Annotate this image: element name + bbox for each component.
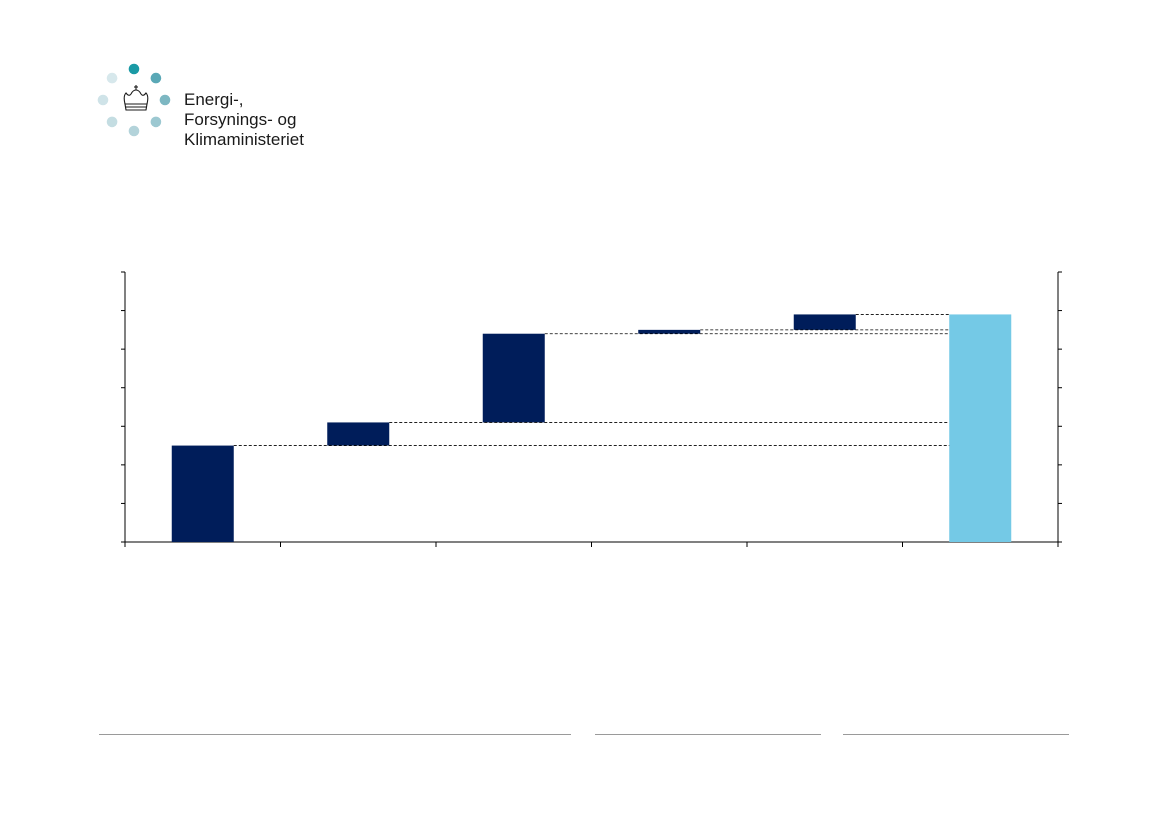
- logo-dot: [106, 116, 118, 128]
- logo-dot: [159, 94, 171, 106]
- logo-dot: [128, 63, 140, 75]
- total-bar: [171, 445, 234, 542]
- crown-icon: [123, 85, 149, 111]
- logo-dot: [128, 125, 140, 137]
- ministry-name-line-1: Energi-,: [184, 90, 244, 109]
- logo-dot: [150, 116, 162, 128]
- increase-bar: [327, 422, 390, 446]
- ministry-name-line-2: Forsynings- og: [184, 110, 297, 129]
- footer-rule-right: [843, 734, 1069, 735]
- increase-bar: [482, 333, 545, 423]
- logo-dot: [97, 94, 109, 106]
- ministry-name: Energi-, Forsynings- og Klimaministeriet: [184, 90, 304, 150]
- ministry-name-line-3: Klimaministeriet: [184, 130, 304, 149]
- footer-rule-middle: [595, 734, 821, 735]
- footer-rule-left: [99, 734, 571, 735]
- logo-dot: [150, 72, 162, 84]
- logo-ring: [97, 63, 171, 137]
- ministry-logo: Energi-, Forsynings- og Klimaministeriet: [96, 62, 336, 162]
- logo-dot: [106, 72, 118, 84]
- total-bar: [949, 314, 1012, 542]
- increase-bar: [793, 314, 856, 330]
- increase-bar: [638, 329, 701, 334]
